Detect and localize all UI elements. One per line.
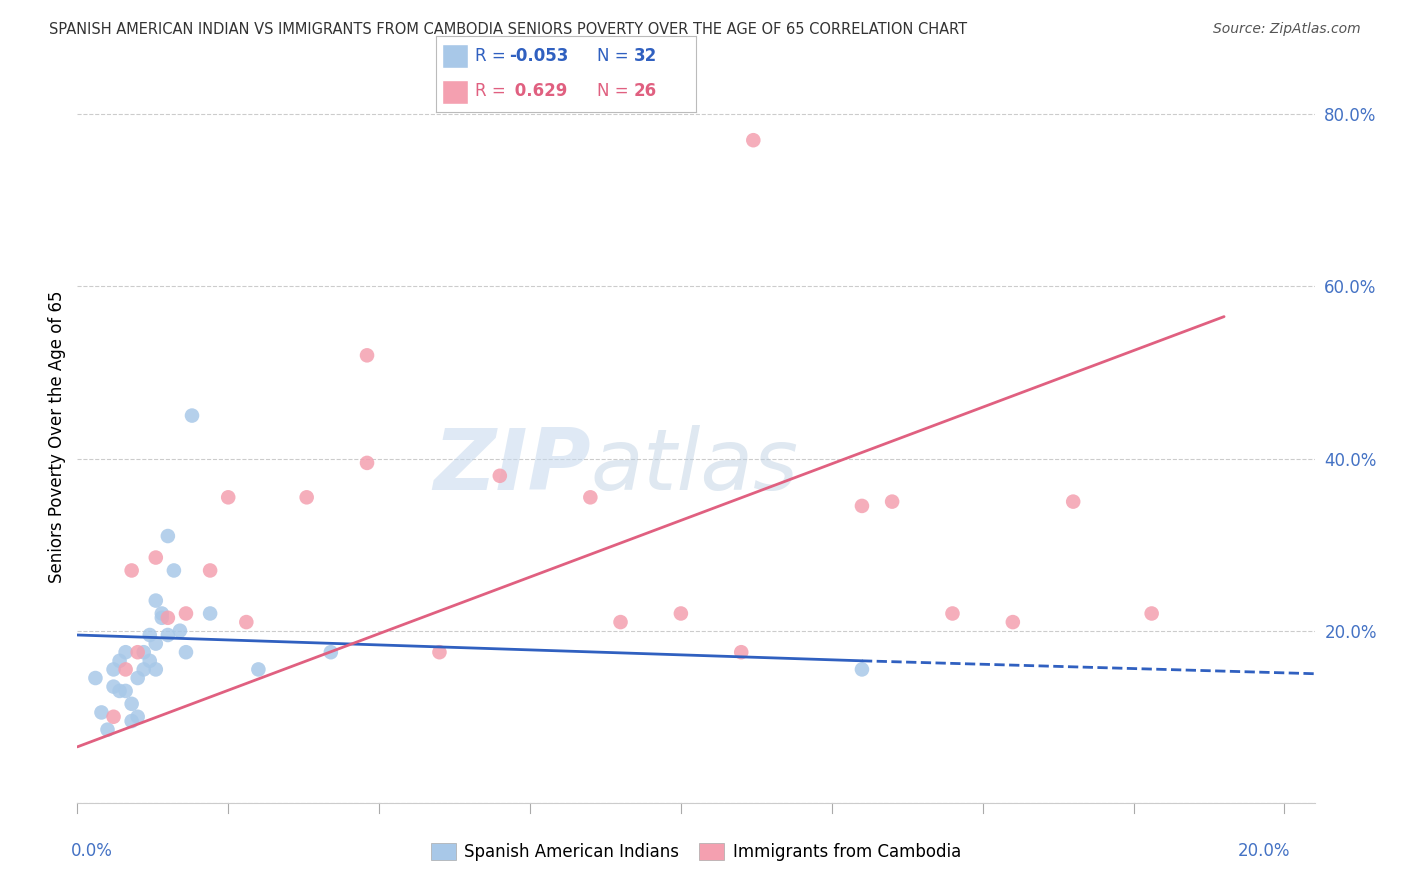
Point	[132, 662, 155, 676]
Point	[851, 499, 873, 513]
Point	[127, 645, 149, 659]
Text: SPANISH AMERICAN INDIAN VS IMMIGRANTS FROM CAMBODIA SENIORS POVERTY OVER THE AGE: SPANISH AMERICAN INDIAN VS IMMIGRANTS FR…	[49, 22, 967, 37]
Text: 0.629: 0.629	[509, 82, 567, 100]
Text: 0.0%: 0.0%	[72, 841, 112, 860]
Point	[217, 491, 239, 505]
Point	[90, 706, 112, 720]
Point	[941, 607, 963, 621]
Point	[156, 529, 179, 543]
Point	[579, 491, 602, 505]
Point	[108, 654, 131, 668]
Text: N =: N =	[598, 47, 634, 65]
Point	[174, 645, 197, 659]
Point	[84, 671, 107, 685]
Point	[103, 710, 125, 724]
Point	[319, 645, 342, 659]
Text: 20.0%: 20.0%	[1237, 841, 1291, 860]
Point	[1001, 615, 1024, 629]
Point	[181, 409, 204, 423]
Point	[150, 611, 173, 625]
Point	[127, 671, 149, 685]
Point	[145, 550, 167, 565]
Text: atlas: atlas	[591, 425, 799, 508]
Point	[198, 607, 221, 621]
Text: R =: R =	[475, 82, 510, 100]
Point	[139, 628, 162, 642]
Point	[145, 593, 167, 607]
Point	[882, 494, 904, 508]
Point	[1062, 494, 1084, 508]
Point	[114, 662, 136, 676]
Point	[488, 468, 510, 483]
Point	[132, 645, 155, 659]
Bar	[443, 44, 468, 69]
Point	[103, 662, 125, 676]
Text: Source: ZipAtlas.com: Source: ZipAtlas.com	[1213, 22, 1361, 37]
Point	[247, 662, 270, 676]
Point	[163, 564, 186, 578]
Point	[127, 710, 149, 724]
Point	[609, 615, 631, 629]
Point	[156, 628, 179, 642]
Point	[429, 645, 451, 659]
Point	[145, 637, 167, 651]
Point	[108, 684, 131, 698]
Point	[742, 133, 765, 147]
Text: -0.053: -0.053	[509, 47, 568, 65]
Point	[169, 624, 191, 638]
Legend: Spanish American Indians, Immigrants from Cambodia: Spanish American Indians, Immigrants fro…	[425, 836, 967, 868]
Point	[139, 654, 162, 668]
Point	[198, 564, 221, 578]
Text: R =: R =	[475, 47, 510, 65]
Point	[235, 615, 257, 629]
Point	[730, 645, 752, 659]
Point	[356, 456, 378, 470]
Text: 32: 32	[634, 47, 657, 65]
Point	[851, 662, 873, 676]
Point	[174, 607, 197, 621]
Text: N =: N =	[598, 82, 634, 100]
Point	[121, 697, 143, 711]
Point	[156, 611, 179, 625]
Bar	[443, 79, 468, 104]
Point	[295, 491, 318, 505]
Point	[121, 714, 143, 728]
Point	[114, 645, 136, 659]
Point	[150, 607, 173, 621]
Y-axis label: Seniors Poverty Over the Age of 65: Seniors Poverty Over the Age of 65	[48, 291, 66, 583]
Point	[145, 662, 167, 676]
Point	[96, 723, 118, 737]
Text: 26: 26	[634, 82, 657, 100]
Point	[669, 607, 692, 621]
Point	[356, 348, 378, 362]
Point	[103, 680, 125, 694]
Text: ZIP: ZIP	[433, 425, 591, 508]
Point	[1140, 607, 1163, 621]
Point	[114, 684, 136, 698]
Point	[121, 564, 143, 578]
